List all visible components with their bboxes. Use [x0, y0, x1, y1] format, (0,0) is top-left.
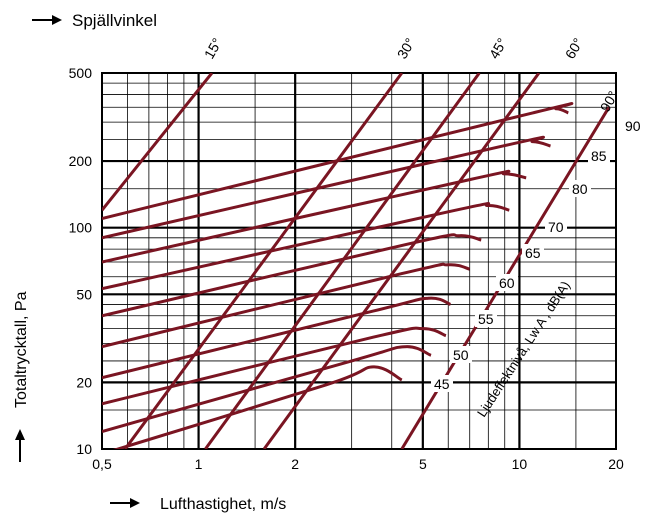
- sound-level-curve: [102, 233, 482, 318]
- x-axis-label: Lufthastighet, m/s: [160, 496, 286, 513]
- series-group: [102, 73, 611, 449]
- damper-angle-label: 15°: [201, 35, 225, 61]
- sound-level-label: 70: [548, 219, 564, 235]
- y-tick-label: 10: [76, 441, 92, 457]
- y-tick-label: 200: [69, 153, 93, 169]
- y-arrow-head: [15, 429, 25, 440]
- x-tick-label: 1: [195, 456, 203, 472]
- sound-level-label-bg: [588, 147, 610, 164]
- sound-level-label-bg: [450, 346, 472, 363]
- sound-level-curve: [102, 202, 510, 291]
- sound-level-label: 45: [434, 376, 450, 392]
- sound-level-label: 80: [572, 181, 588, 197]
- sound-level-title: Ljudeffektnivå, Lw A , dB(A): [474, 278, 573, 419]
- sound-level-label-bg: [431, 375, 453, 392]
- x-tick-label: 5: [419, 456, 427, 472]
- top-arrow-head: [52, 15, 62, 25]
- y-axis-label: Totaltrycktall, Pa: [13, 291, 30, 408]
- sound-level-label: 85: [591, 148, 607, 164]
- sound-level-curve: [102, 345, 432, 433]
- x-tick-label: 2: [291, 456, 299, 472]
- sound-level-label: 60: [499, 275, 515, 291]
- y-tick-label: 50: [76, 286, 92, 302]
- sound-level-label-bg: [522, 244, 544, 261]
- sound-level-label-bg: [622, 117, 644, 134]
- grid: [101, 72, 617, 450]
- sound-level-label: 90: [625, 118, 641, 134]
- x-tick-label: 0,5: [92, 456, 112, 472]
- damper-angle-label: 90°: [597, 88, 621, 114]
- sound-level-curve: [102, 169, 527, 264]
- sound-level-label-bg: [496, 274, 518, 291]
- sound-level-label-bg: [569, 180, 591, 197]
- x-arrow-head: [130, 498, 140, 508]
- top-label: Spjällvinkel: [72, 11, 157, 30]
- y-tick-label: 500: [69, 65, 93, 81]
- sound-level-curve: [112, 365, 403, 449]
- sound-level-label-bg: [545, 218, 567, 235]
- y-tick-label: 20: [76, 374, 92, 390]
- damper-angle-label: 45°: [486, 35, 510, 61]
- damper-angle-line: [102, 73, 214, 212]
- sound-level-curve: [102, 135, 551, 240]
- damper-angle-label: 30°: [394, 35, 418, 61]
- damper-angle-line: [204, 73, 481, 449]
- sound-level-curve: [102, 262, 471, 349]
- sound-level-curve: [102, 102, 574, 220]
- sound-level-label: 55: [478, 311, 494, 327]
- y-tick-label: 100: [69, 220, 93, 236]
- sound-level-curve: [102, 326, 447, 406]
- sound-level-curve: [102, 296, 452, 380]
- damper-angle-line: [262, 73, 541, 449]
- x-tick-label: 10: [512, 456, 528, 472]
- sound-level-label: 65: [525, 245, 541, 261]
- damper-angle-label: 60°: [562, 35, 586, 61]
- x-tick-label: 20: [608, 456, 624, 472]
- sound-level-label-bg: [475, 310, 497, 327]
- sound-level-label: 50: [453, 347, 469, 363]
